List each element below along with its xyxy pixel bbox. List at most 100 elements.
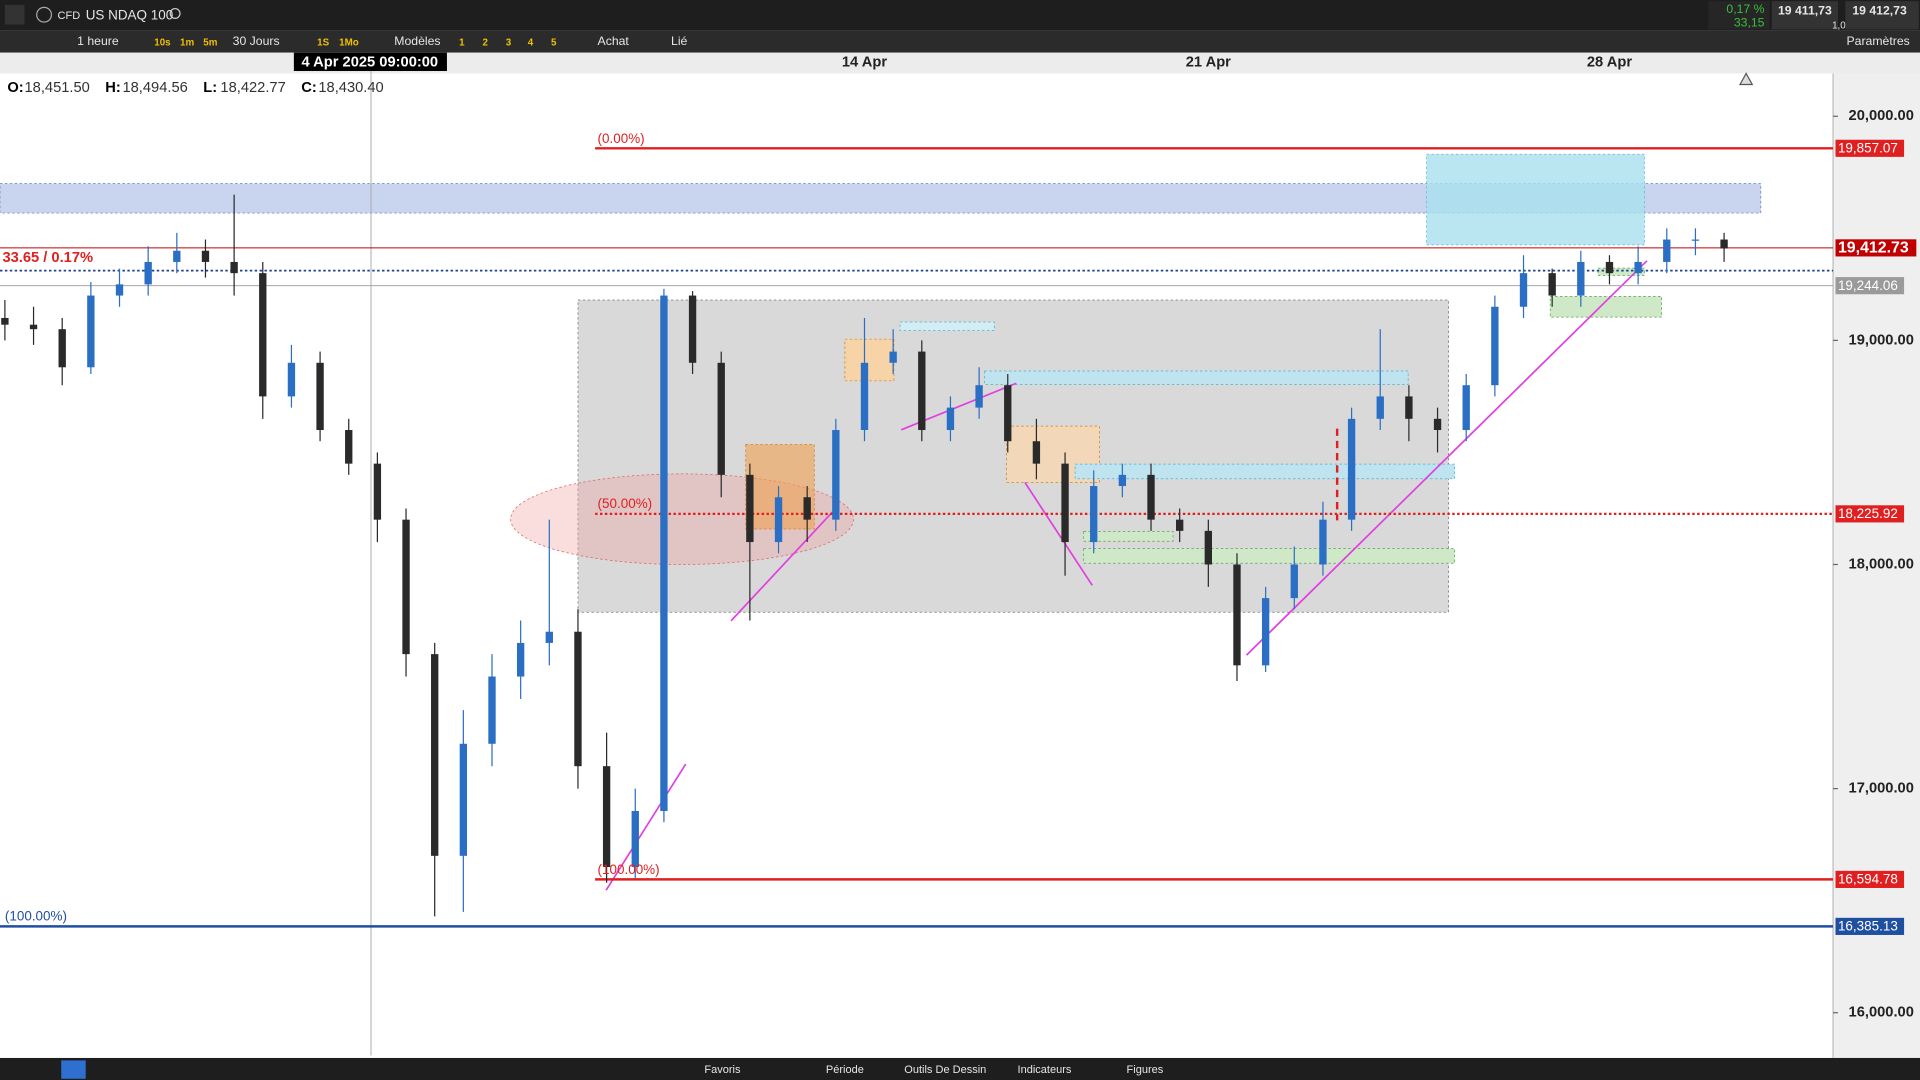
candle-body — [660, 295, 668, 812]
draw-button[interactable] — [61, 1060, 86, 1079]
candle-body — [431, 654, 439, 856]
ohlc-key: L: — [203, 80, 217, 96]
level-box — [1835, 505, 1905, 523]
candle-body — [459, 743, 468, 856]
bottom-bar — [0, 1057, 1920, 1080]
ask: 19 412,73 — [1852, 3, 1907, 17]
ohlc-value: 18,430.40 — [318, 80, 383, 96]
cfd-icon — [36, 6, 53, 23]
level-label: 16,385.13 — [1838, 919, 1898, 934]
candle-body — [1605, 261, 1614, 274]
level-label: 16,594.78 — [1838, 872, 1898, 887]
footer-tab[interactable]: Figures — [1127, 1064, 1164, 1076]
candle-body — [1061, 463, 1069, 543]
candle-body — [345, 430, 353, 464]
zone — [984, 370, 1409, 385]
candle-body — [803, 497, 811, 520]
slot[interactable]: 3 — [506, 37, 512, 48]
range[interactable]: 30 Jours — [233, 34, 280, 48]
crosshair-label: 4 Apr 2025 09:00:00 — [301, 54, 438, 70]
ohlc-key: C: — [301, 80, 317, 96]
bid-box[interactable] — [1771, 1, 1838, 30]
candle-body — [1233, 564, 1241, 666]
candle-body — [832, 430, 840, 520]
footer-tab[interactable]: Favoris — [704, 1064, 741, 1076]
candle-body — [746, 474, 754, 543]
slot[interactable]: 4 — [528, 37, 534, 48]
candle-body — [1090, 486, 1098, 543]
interval-option[interactable]: 10s — [154, 37, 171, 48]
candle-body — [1663, 239, 1671, 262]
level-box — [1835, 870, 1905, 888]
footer-tab[interactable]: Outils De Dessin — [904, 1064, 986, 1076]
trendline — [605, 763, 687, 891]
candle-body — [1004, 385, 1012, 442]
candle-body — [1347, 418, 1356, 520]
candle-body — [402, 519, 410, 655]
trendlines — [605, 260, 1648, 891]
candle-body — [516, 642, 525, 677]
period-option[interactable]: 1Mo — [339, 37, 359, 48]
candle-body — [230, 261, 238, 274]
trendline — [1245, 260, 1648, 656]
menu-button[interactable] — [4, 4, 25, 25]
candle-body — [87, 295, 95, 368]
candle-body — [545, 631, 553, 643]
buy[interactable]: Achat — [598, 34, 630, 48]
change-box — [1708, 1, 1770, 30]
level-label: 19,412.73 — [1838, 240, 1909, 257]
candle-body — [115, 284, 124, 296]
candle-body — [631, 811, 639, 868]
candle-body — [1491, 306, 1499, 386]
candle-body — [602, 766, 611, 868]
search-icon[interactable] — [169, 7, 181, 19]
symbol[interactable]: US NDAQ 100 — [86, 7, 173, 22]
change-pct: 0,17 % — [1726, 2, 1764, 16]
candle-body — [29, 324, 38, 330]
candle-body — [1577, 261, 1585, 296]
slot[interactable]: 2 — [482, 37, 488, 48]
x-tick-label: 28 Apr — [1587, 54, 1632, 70]
alert-icon[interactable] — [1738, 72, 1754, 86]
candle-body — [1405, 396, 1413, 419]
price-axis — [1833, 73, 1920, 1058]
interval-option[interactable]: 5m — [203, 37, 217, 48]
candle-body — [373, 463, 382, 520]
candle-body — [173, 250, 181, 262]
slot[interactable]: 1 — [459, 37, 465, 48]
candle-body — [287, 362, 296, 397]
x-tick-label: 14 Apr — [842, 54, 887, 70]
interval-option[interactable]: 1m — [180, 37, 194, 48]
period-option[interactable]: 1S — [317, 37, 329, 48]
level-box — [1835, 277, 1905, 295]
change-label: 33.65 / 0.17% — [2, 250, 93, 266]
footer-tab[interactable]: Indicateurs — [1018, 1064, 1072, 1076]
candle-body — [1519, 273, 1528, 307]
zone — [899, 321, 995, 331]
slot[interactable]: 5 — [551, 37, 557, 48]
footer-tab[interactable]: Période — [826, 1064, 864, 1076]
y-tick-label: 20,000.00 — [1849, 108, 1914, 124]
ohlc-key: H: — [105, 80, 121, 96]
candle-body — [688, 295, 697, 363]
templates[interactable]: Modèles — [394, 34, 440, 48]
interval[interactable]: 1 heure — [77, 34, 119, 48]
candle-body — [1032, 441, 1041, 464]
ohlc-value: 18,451.50 — [24, 80, 89, 96]
candle-body — [1261, 598, 1270, 666]
candle-body — [259, 273, 267, 397]
fib-label: (0.00%) — [598, 131, 645, 146]
link[interactable]: Lié — [671, 34, 688, 48]
ask-box[interactable] — [1845, 1, 1919, 30]
settings[interactable]: Paramètres — [1847, 34, 1910, 48]
candle-body — [1720, 239, 1728, 249]
candle-body — [774, 497, 783, 543]
ohlc-value: 18,422.77 — [220, 80, 285, 96]
zone — [1074, 463, 1456, 480]
candle-body — [975, 385, 983, 408]
top-bar — [0, 0, 1920, 31]
y-tick-label: 19,000.00 — [1849, 332, 1914, 348]
candle-body — [1118, 474, 1127, 487]
